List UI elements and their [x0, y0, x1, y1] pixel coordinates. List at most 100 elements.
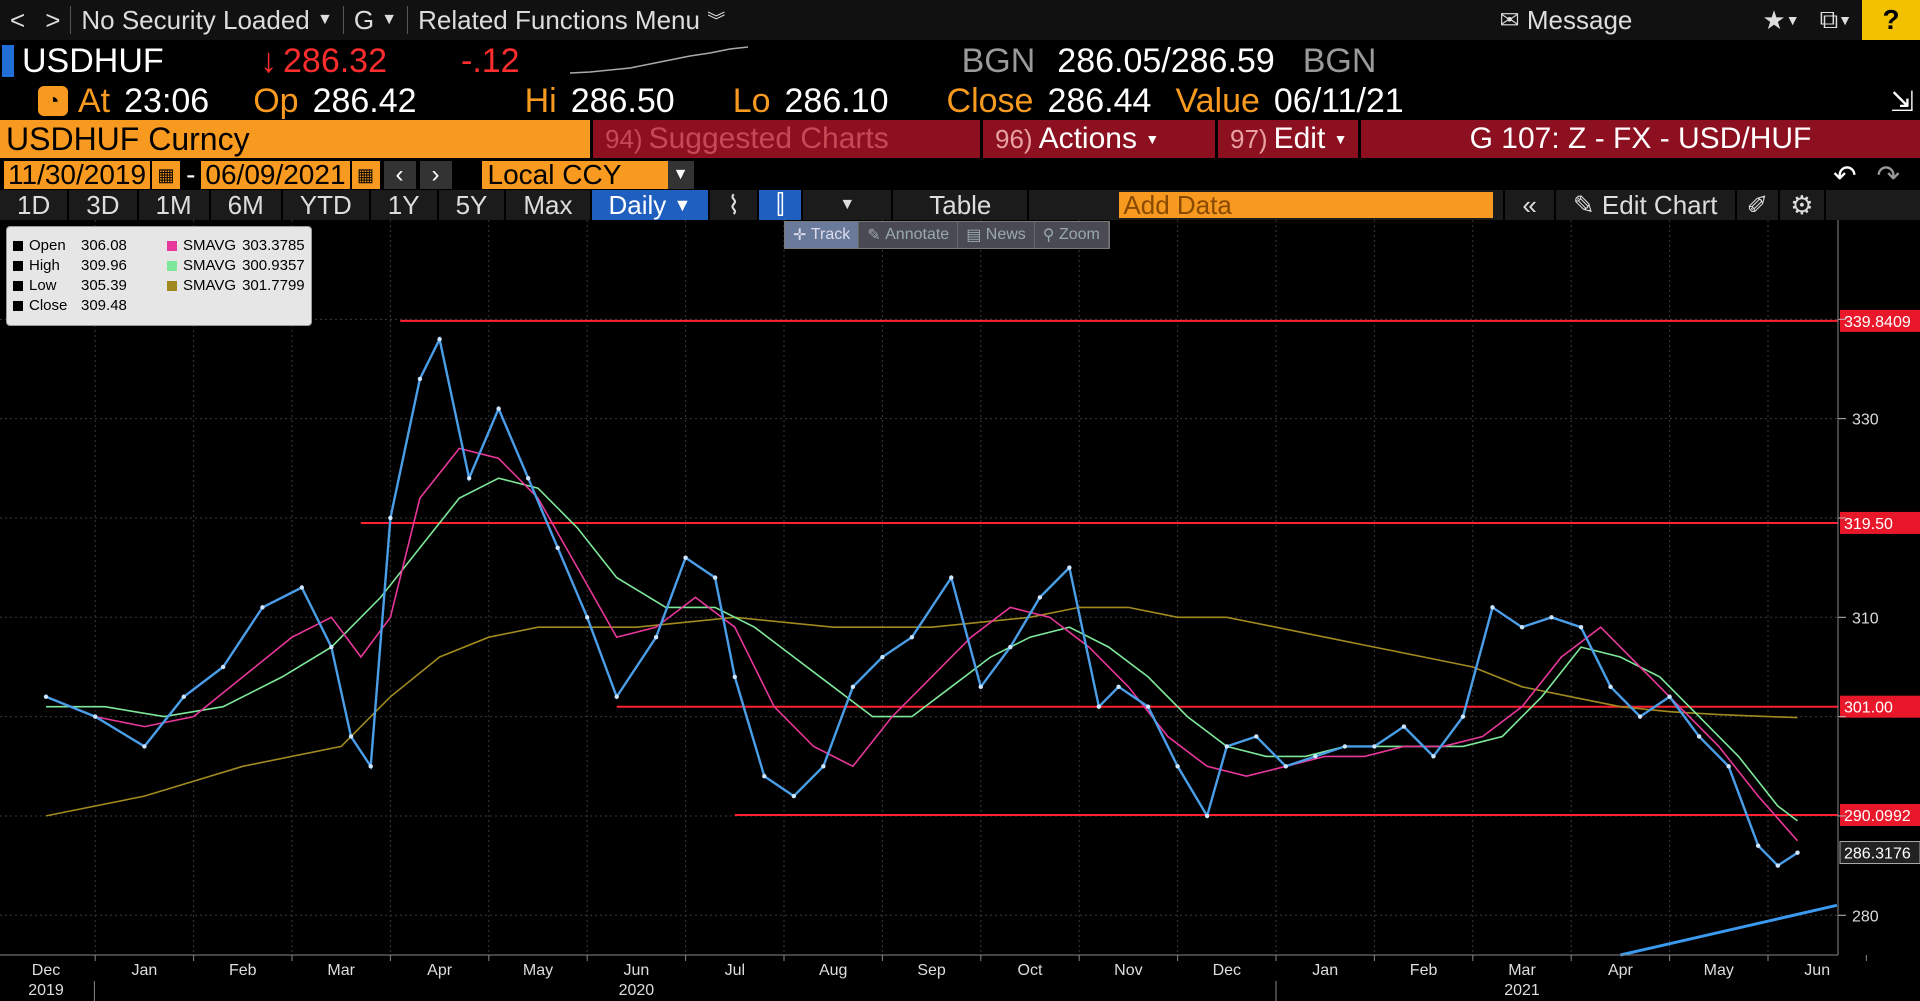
- x-tick-label: Apr: [1608, 962, 1634, 979]
- series-close-point: [653, 634, 659, 640]
- end-date-field[interactable]: 06/09/2021: [201, 159, 350, 190]
- period-3d[interactable]: 3D: [69, 190, 139, 220]
- series-close-point: [880, 654, 885, 660]
- ask-source: BGN: [1302, 41, 1377, 80]
- x-tick-label: Aug: [819, 962, 847, 979]
- ask-price: 286.59: [1170, 41, 1275, 80]
- chevron-down-icon[interactable]: ▼: [667, 161, 694, 189]
- level-label: 339.8409: [1844, 314, 1911, 331]
- chart-link-icon[interactable]: ⇲: [1890, 85, 1914, 117]
- axes: 280 310 330 Dec Jan Feb Mar Apr May Jun Jul Aug Sep O…: [0, 220, 1879, 1001]
- prev-period-button[interactable]: ‹: [383, 161, 416, 189]
- period-5y[interactable]: 5Y: [439, 190, 507, 220]
- suggested-charts-button[interactable]: 94) Suggested Charts: [590, 120, 980, 158]
- series-lines: [43, 335, 1800, 868]
- candlestick-icon[interactable]: ⫿: [759, 189, 804, 220]
- last-price: 286.32: [283, 41, 387, 80]
- chevron-down-icon: ▼: [673, 194, 692, 215]
- crosshair-icon: ✛: [793, 227, 807, 244]
- message-button[interactable]: ✉ Message: [1499, 4, 1633, 35]
- x-tick-label: Nov: [1114, 962, 1142, 979]
- related-functions-menu[interactable]: Related Functions Menu ︾: [418, 4, 726, 35]
- calendar-icon[interactable]: ▦: [152, 161, 181, 189]
- last-price-badge: [1839, 841, 1920, 865]
- period-1d[interactable]: 1D: [0, 190, 70, 220]
- series-close-point: [220, 664, 226, 670]
- series-close-point: [1696, 734, 1702, 739]
- series-close-point: [978, 684, 983, 690]
- series-close-point: [1254, 734, 1259, 739]
- actions-menu[interactable]: 96) Actions ▼: [980, 120, 1215, 158]
- series-close-point: [1549, 615, 1554, 620]
- high-label: Hi: [524, 81, 557, 120]
- table-button[interactable]: Table: [893, 190, 1030, 220]
- legend-swatch-sma1: [167, 240, 177, 251]
- legend-high-label: High: [29, 257, 60, 274]
- period-1y[interactable]: 1Y: [371, 190, 439, 220]
- price-chart[interactable]: 339.8409 319.50 301.00 290.0992 286.3176 280…: [0, 220, 1920, 1001]
- undo-icon[interactable]: ↶: [1833, 159, 1857, 191]
- bid-source: BGN: [961, 41, 1036, 80]
- back-button[interactable]: <: [10, 4, 26, 35]
- series-smavg-line: [45, 606, 1798, 817]
- series-close-point: [1116, 684, 1121, 690]
- quote-bar: ◔ At 23:06 Op 286.42 Hi 286.50 Lo 286.10…: [0, 82, 1920, 120]
- chart-legend[interactable]: Open 306.08 High 309.96 Low 305.39 Close 309…: [6, 226, 312, 326]
- period-6m[interactable]: 6M: [211, 190, 283, 220]
- x-tick-label: May: [1704, 962, 1734, 979]
- start-date-field[interactable]: 11/30/2019: [4, 159, 151, 190]
- gear-icon[interactable]: ⚙: [1780, 190, 1826, 220]
- security-action-bar: USDHUF Curncy 94) Suggested Charts 96) Act…: [0, 120, 1920, 158]
- level-lines: 339.8409 319.50 301.00 290.0992 286.3176: [360, 309, 1920, 865]
- series-close-point: [1431, 754, 1436, 759]
- series-close-point: [712, 575, 718, 580]
- speedometer-icon: ◔: [38, 86, 68, 116]
- frequency-dropdown[interactable]: Daily ▼: [591, 190, 711, 220]
- series-close-point: [1726, 764, 1731, 769]
- period-1m[interactable]: 1M: [139, 190, 211, 220]
- annotate-tool[interactable]: ✎ Annotate: [859, 222, 959, 248]
- series-close-point: [181, 694, 186, 699]
- ticker-symbol: USDHUF: [22, 41, 164, 80]
- chevron-down-icon: ▼: [1785, 12, 1800, 28]
- security-name-field[interactable]: USDHUF Curncy: [0, 120, 590, 158]
- news-tool[interactable]: ▤ News: [958, 222, 1035, 248]
- function-dropdown[interactable]: G ▼: [353, 4, 398, 35]
- chevron-down-icon[interactable]: ▼: [803, 190, 894, 220]
- window-button[interactable]: ⧉ ▼: [1810, 0, 1862, 40]
- top-menu-bar: < > No Security Loaded ▼ G ▼ Related Fun…: [0, 0, 1920, 40]
- period-ytd[interactable]: YTD: [283, 190, 371, 220]
- down-arrow-icon: ↓: [260, 41, 277, 80]
- x-year-label: 2021: [1504, 982, 1540, 999]
- y-tick-label: 280: [1852, 908, 1879, 925]
- series-close-point: [1578, 625, 1584, 630]
- open-label: Op: [253, 81, 299, 120]
- series-close-point: [142, 744, 147, 749]
- divider: [70, 6, 72, 34]
- edit-menu[interactable]: 97) Edit ▼: [1215, 120, 1358, 158]
- calendar-icon[interactable]: ▦: [351, 161, 380, 189]
- currency-field[interactable]: Local CCY: [481, 159, 668, 190]
- line-chart-icon[interactable]: ⌇: [710, 190, 760, 220]
- news-icon: ▤: [966, 227, 982, 244]
- zoom-tool[interactable]: ⚲ Zoom: [1035, 222, 1109, 248]
- redo-icon[interactable]: ↷: [1876, 159, 1900, 191]
- series-close-point: [762, 774, 767, 779]
- forward-button[interactable]: >: [45, 4, 61, 35]
- next-period-button[interactable]: ›: [419, 161, 452, 189]
- x-tick-label: Jan: [1312, 962, 1338, 979]
- track-tool[interactable]: ✛ Track: [785, 222, 860, 248]
- series-close-point: [299, 585, 305, 590]
- help-button[interactable]: ?: [1862, 0, 1920, 40]
- series-close-point: [909, 634, 915, 640]
- series-close-point: [732, 674, 737, 680]
- collapse-icon[interactable]: «: [1503, 190, 1556, 220]
- edit-chart-button[interactable]: ✎ Edit Chart: [1556, 190, 1737, 220]
- series-close-point: [525, 476, 531, 481]
- value-label: Value: [1175, 81, 1260, 120]
- chart-edit-icon[interactable]: ✐: [1737, 190, 1781, 220]
- security-dropdown[interactable]: No Security Loaded ▼: [81, 4, 333, 35]
- add-data-input[interactable]: Add Data: [1119, 190, 1494, 220]
- period-max[interactable]: Max: [506, 190, 592, 220]
- favorites-button[interactable]: ★ ▼: [1752, 0, 1809, 40]
